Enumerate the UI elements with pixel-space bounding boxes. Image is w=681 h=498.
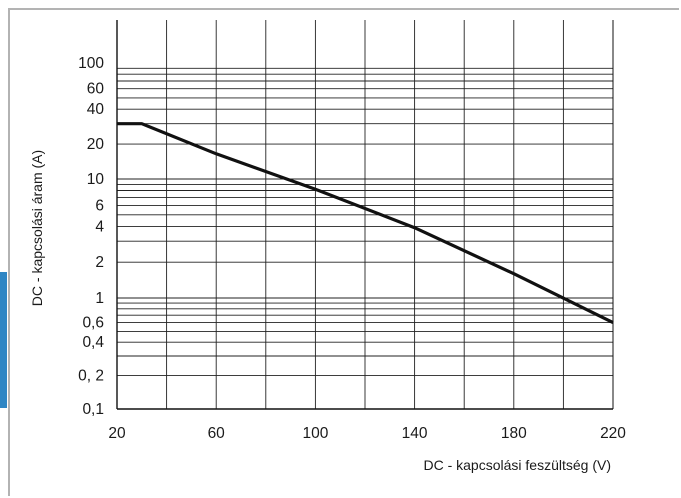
y-tick-label: 0,4 [82,334,104,351]
y-tick-label: 0,1 [82,401,104,418]
y-tick-label: 2 [95,254,104,271]
x-tick-label: 100 [302,425,328,442]
series-group [117,122,614,325]
y-tick-label: 40 [87,101,105,118]
x-tick-label: 180 [501,425,527,442]
x-tick-labels: 20 60 100 140 180 220 [108,425,626,442]
y-tick-labels: 100 60 40 20 10 6 4 2 1 0,6 0,4 0, 2 0,1 [78,55,104,418]
y-axis-label: DC - kapcsolási áram (A) [29,150,45,306]
y-tick-label: 4 [95,218,104,235]
y-tick-label: 10 [87,171,105,188]
x-tick-label: 140 [402,425,428,442]
x-axis-label: DC - kapcsolási feszültség (V) [423,457,611,473]
y-tick-label: 0, 2 [78,368,104,385]
side-tab-marker [0,272,7,408]
y-tick-label: 20 [87,136,105,153]
y-tick-label: 6 [95,197,104,214]
x-tick-label: 60 [208,425,226,442]
y-tick-label: 1 [95,290,104,307]
chart-frame [8,8,679,496]
y-tick-label: 0,6 [82,315,104,332]
grid-major [166,20,564,409]
x-tick-label: 220 [600,425,626,442]
x-tick-label: 20 [108,425,126,442]
plot-border [116,20,614,410]
series-line-0 [117,122,614,325]
y-tick-label: 60 [87,81,105,98]
y-tick-label: 100 [78,55,104,72]
